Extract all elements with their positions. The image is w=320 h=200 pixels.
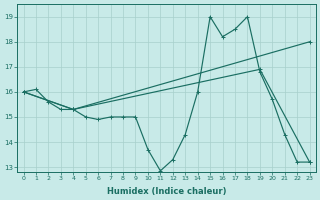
X-axis label: Humidex (Indice chaleur): Humidex (Indice chaleur): [107, 187, 226, 196]
